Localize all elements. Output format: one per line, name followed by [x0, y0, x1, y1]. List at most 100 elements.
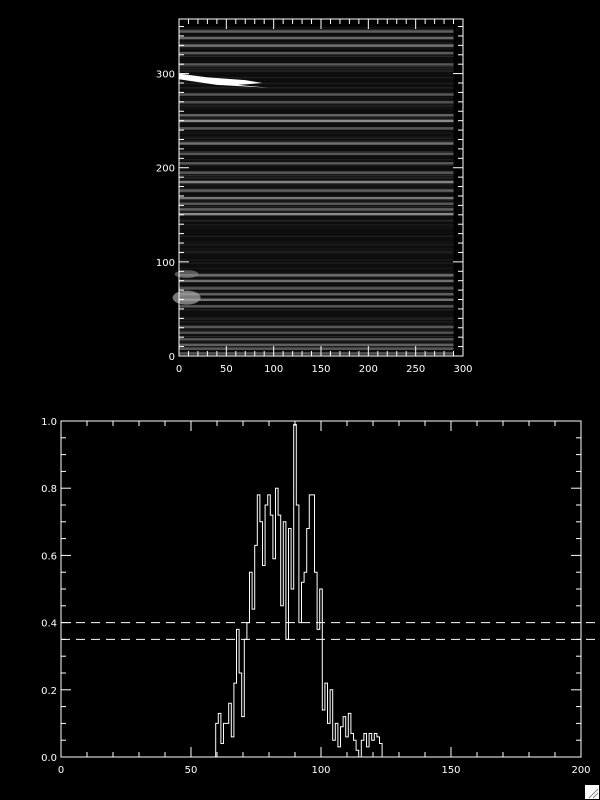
bright-band — [179, 180, 454, 184]
image-texture-line — [179, 319, 454, 321]
y-tick-label: 0.8 — [41, 484, 57, 495]
image-texture-line — [179, 82, 454, 84]
profile-line — [213, 423, 385, 758]
image-texture-line — [179, 66, 454, 68]
image-texture-line — [179, 29, 454, 31]
x-tick-label: 200 — [571, 765, 590, 776]
bright-band — [179, 44, 454, 47]
y-tick-label: 0.0 — [41, 753, 57, 764]
image-texture-line — [179, 259, 454, 261]
bright-band — [179, 127, 454, 130]
image-texture-line — [179, 325, 454, 327]
image-texture-line — [179, 42, 454, 44]
resize-grip[interactable] — [585, 785, 599, 799]
image-texture-line — [179, 68, 454, 70]
x-tick-label: 50 — [220, 364, 233, 375]
bright-band — [179, 114, 454, 117]
image-texture-line — [179, 159, 454, 161]
image-texture-line — [179, 220, 454, 222]
bright-band — [179, 331, 454, 334]
image-texture-line — [179, 185, 454, 187]
image-texture-line — [179, 136, 454, 138]
image-texture-line — [179, 118, 454, 120]
bright-band — [179, 343, 454, 347]
bright-band — [179, 119, 454, 123]
bright-band — [179, 162, 454, 165]
image-texture-line — [179, 46, 454, 48]
image-texture-line — [179, 67, 454, 69]
image-texture-line — [179, 321, 454, 323]
image-texture-line — [179, 55, 454, 57]
bright-band — [179, 305, 454, 308]
image-texture-line — [179, 323, 454, 325]
image-texture-line — [179, 176, 454, 178]
image-texture-line — [179, 290, 454, 292]
image-texture-line — [179, 200, 454, 202]
image-texture-line — [179, 206, 454, 208]
y-tick-label: 200 — [156, 164, 175, 175]
image-texture-line — [179, 235, 454, 237]
bright-band — [179, 36, 454, 40]
image-texture-line — [179, 285, 454, 287]
image-texture-line — [179, 84, 454, 86]
bright-band — [179, 274, 454, 277]
image-texture-line — [179, 329, 454, 331]
image-texture-line — [179, 276, 454, 278]
image-texture-line — [179, 243, 454, 245]
image-texture-line — [179, 294, 454, 296]
image-texture-line — [179, 106, 454, 108]
image-texture-line — [179, 188, 454, 190]
image-texture-line — [179, 241, 454, 243]
bright-band — [179, 287, 454, 290]
image-texture-line — [179, 140, 454, 142]
y-tick-label: 100 — [156, 258, 175, 269]
bright-band — [179, 63, 454, 66]
image-texture-line — [179, 69, 454, 71]
bright-band — [179, 189, 454, 192]
image-texture-line — [179, 108, 454, 110]
image-texture-line — [179, 174, 454, 176]
bright-band — [179, 93, 454, 96]
image-texture-line — [179, 317, 454, 319]
saturated-region — [179, 73, 269, 88]
y-tick-label: 0 — [169, 352, 175, 363]
image-plot: 0 50 100 150 200 250 300 0 100 200 300 — [156, 18, 473, 375]
image-texture-line — [179, 43, 454, 45]
x-tick-label: 150 — [441, 765, 460, 776]
image-texture-line — [179, 87, 454, 89]
bright-band — [179, 208, 454, 211]
image-texture-line — [179, 272, 454, 274]
image-texture-line — [179, 80, 454, 82]
image-texture-line — [179, 250, 454, 252]
bright-glow — [174, 270, 199, 279]
image-texture-line — [179, 232, 454, 234]
image-texture-line — [179, 164, 454, 166]
bright-band — [179, 171, 454, 174]
image-texture-line — [179, 135, 454, 137]
resize-grip-icon — [588, 788, 599, 799]
image-texture-line — [179, 87, 454, 89]
image-texture-line — [179, 227, 454, 229]
image-texture-line — [179, 244, 454, 246]
x-tick-label: 200 — [359, 364, 378, 375]
x-tick-label: 0 — [58, 765, 64, 776]
image-texture-line — [179, 321, 454, 323]
image-texture-line — [179, 191, 454, 193]
bright-band — [179, 30, 454, 33]
image-texture-line — [179, 223, 454, 225]
image-texture-line — [179, 225, 454, 227]
profile-plot: 0 50 100 150 200 0.0 0.2 0.4 0.6 0.8 1.0 — [41, 417, 600, 776]
image-texture-line — [179, 97, 454, 99]
image-texture-line — [179, 271, 454, 273]
bright-band — [179, 279, 454, 283]
image-texture-line — [179, 130, 454, 132]
bright-band — [179, 51, 454, 55]
y-tick-label: 0.6 — [41, 551, 57, 562]
bright-band — [179, 352, 454, 355]
image-texture-line — [179, 184, 454, 186]
image-texture-line — [179, 309, 454, 311]
image-texture-line — [179, 335, 454, 337]
image-texture-line — [179, 177, 454, 179]
y-tick-label: 0.4 — [41, 619, 57, 630]
